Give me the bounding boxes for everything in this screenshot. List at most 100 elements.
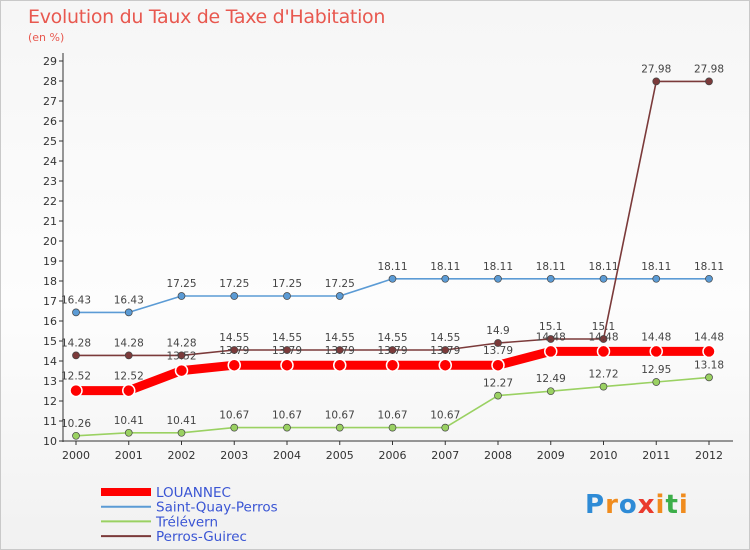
data-label: 13.79 — [272, 345, 302, 357]
data-point — [72, 308, 80, 317]
data-label: 18.11 — [536, 261, 566, 273]
logo-letter: r — [605, 490, 619, 520]
data-label: 14.48 — [694, 331, 724, 343]
data-label: 17.25 — [325, 278, 355, 290]
data-point — [546, 274, 555, 283]
data-point — [494, 274, 502, 283]
data-point — [599, 274, 608, 283]
data-label: 13.79 — [325, 345, 355, 357]
data-label: 14.48 — [641, 331, 671, 343]
y-tick-label: 10 — [43, 435, 57, 448]
legend-label: Trélévern — [155, 514, 218, 530]
data-label: 27.98 — [641, 63, 671, 75]
data-label: 10.67 — [377, 410, 407, 422]
data-point — [230, 346, 239, 354]
data-point — [227, 358, 241, 372]
data-label: 12.52 — [114, 371, 144, 383]
data-point — [596, 344, 611, 359]
data-point — [230, 292, 239, 300]
legend-label: Perros-Guirec — [156, 529, 247, 545]
data-label: 15.1 — [539, 321, 562, 333]
x-tick-label: 2008 — [484, 449, 512, 462]
data-label: 10.67 — [272, 410, 302, 422]
y-tick-label: 13 — [43, 375, 57, 388]
x-tick-label: 2012 — [695, 449, 723, 462]
data-label: 14.55 — [430, 332, 460, 344]
y-tick-label: 21 — [43, 215, 57, 228]
series-line-perros-guirec — [75, 80, 710, 357]
data-point — [385, 358, 400, 372]
y-tick-label: 27 — [43, 95, 57, 108]
y-tick-label: 16 — [43, 315, 57, 328]
data-point — [124, 351, 133, 360]
data-label: 16.43 — [114, 294, 144, 306]
data-point — [177, 351, 186, 360]
y-tick-label: 24 — [43, 155, 57, 168]
data-label: 16.43 — [61, 294, 91, 306]
data-point — [494, 391, 502, 400]
y-tick-label: 28 — [43, 75, 57, 88]
data-label: 14.55 — [377, 332, 407, 344]
data-point — [546, 387, 555, 396]
data-label: 15.1 — [592, 321, 615, 333]
data-label: 12.52 — [61, 371, 91, 383]
y-tick-label: 11 — [43, 415, 57, 428]
y-tick-label: 22 — [43, 195, 57, 208]
data-label: 14.28 — [166, 337, 196, 349]
data-label: 10.67 — [325, 410, 355, 422]
data-point — [441, 274, 450, 283]
proxiti-logo: Proxiti — [585, 490, 689, 520]
data-label: 27.98 — [694, 63, 724, 75]
data-point — [230, 423, 239, 432]
data-point — [491, 358, 505, 372]
legend-label: Saint-Quay-Perros — [156, 500, 278, 516]
data-label: 13.52 — [166, 351, 196, 363]
data-label: 17.25 — [219, 278, 249, 290]
chart-subtitle: (en %) — [28, 31, 65, 44]
data-point — [124, 308, 133, 317]
x-tick-label: 2001 — [115, 449, 143, 462]
data-label: 13.79 — [430, 345, 460, 357]
y-tick-label: 25 — [43, 135, 57, 148]
data-label: 10.26 — [61, 418, 91, 430]
data-point — [599, 335, 608, 343]
data-point — [72, 431, 80, 440]
data-label: 18.11 — [694, 261, 724, 273]
logo-letter: o — [618, 490, 638, 520]
y-tick-label: 23 — [43, 175, 57, 188]
data-point — [649, 344, 663, 359]
data-point — [69, 383, 83, 398]
data-label: 13.79 — [377, 345, 407, 357]
data-point — [599, 382, 608, 391]
data-point — [283, 346, 291, 354]
data-point — [177, 428, 186, 437]
data-point — [333, 358, 347, 372]
y-tick-label: 15 — [43, 335, 57, 348]
data-point — [72, 351, 80, 360]
data-point — [388, 346, 397, 354]
data-label: 14.48 — [588, 331, 618, 343]
data-label: 14.48 — [536, 331, 566, 343]
data-label: 13.79 — [483, 345, 513, 357]
x-tick-label: 2000 — [62, 449, 90, 462]
x-tick-label: 2010 — [590, 449, 618, 462]
data-point — [335, 423, 344, 432]
logo-letter: P — [585, 490, 606, 520]
data-point — [388, 423, 397, 432]
x-tick-label: 2002 — [168, 449, 196, 462]
chart-title: Evolution du Taux de Taxe d'Habitation — [28, 6, 386, 28]
data-label: 14.28 — [61, 337, 91, 349]
y-tick-label: 19 — [43, 255, 57, 268]
data-label: 18.11 — [641, 261, 671, 273]
y-tick-label: 29 — [43, 55, 57, 68]
x-tick-label: 2006 — [379, 449, 407, 462]
logo-letter: x — [637, 490, 656, 520]
x-tick-label: 2009 — [537, 449, 565, 462]
y-tick-label: 26 — [43, 115, 57, 128]
data-point — [283, 292, 291, 300]
data-point — [122, 383, 136, 398]
data-point — [280, 358, 294, 372]
data-label: 18.11 — [483, 261, 513, 273]
data-label: 17.25 — [166, 278, 196, 290]
